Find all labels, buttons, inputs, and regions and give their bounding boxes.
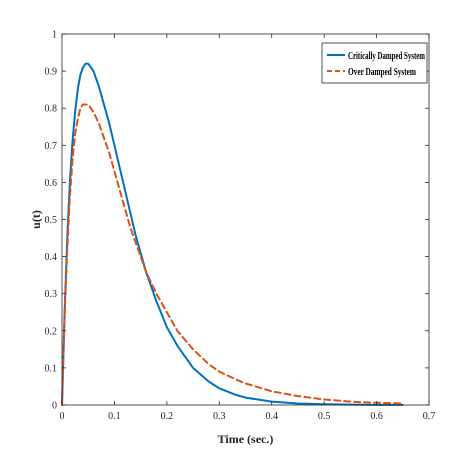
x-tick-label: 0.2 [161,411,174,422]
x-tick-label: 0.4 [265,411,278,422]
y-tick-label: 0.3 [45,289,58,300]
legend: Critically Damped System Over Damped Sys… [321,42,428,84]
x-tick-label: 0 [60,411,65,422]
series-line-1 [61,103,404,406]
plot-area [62,34,429,405]
legend-label-critically-damped: Critically Damped System [348,51,425,62]
x-tick-label: 0.3 [213,411,226,422]
legend-label-over-damped: Over Damped System [348,67,416,78]
y-tick-label: 0.7 [45,141,58,152]
y-tick-label: 0.2 [45,326,58,337]
y-tick-label: 0.1 [45,363,58,374]
legend-box [321,42,428,84]
y-tick-label: 1 [52,30,57,41]
y-tick-label: 0.4 [45,252,58,263]
y-tick-label: 0.6 [45,178,58,189]
x-axis-title: Time (sec.) [218,432,274,446]
x-tick-label: 0.1 [108,411,121,422]
ticks-layer: 0 0.1 0.2 0.3 0.4 0.5 0.6 0.7 0 0.1 0.2 0.3 0.4 0.5 0.… [45,30,436,423]
x-tick-label: 0.7 [423,411,436,422]
x-tick-label: 0.5 [318,411,331,422]
y-tick-label: 0.5 [45,215,58,226]
series-line-0 [61,62,404,406]
series-layer [61,62,404,406]
x-tick-label: 0.6 [370,411,383,422]
y-tick-label: 0.8 [45,104,58,115]
y-axis-title: u(t) [29,210,43,229]
y-tick-label: 0 [52,401,57,412]
y-tick-label: 0.9 [45,67,58,78]
